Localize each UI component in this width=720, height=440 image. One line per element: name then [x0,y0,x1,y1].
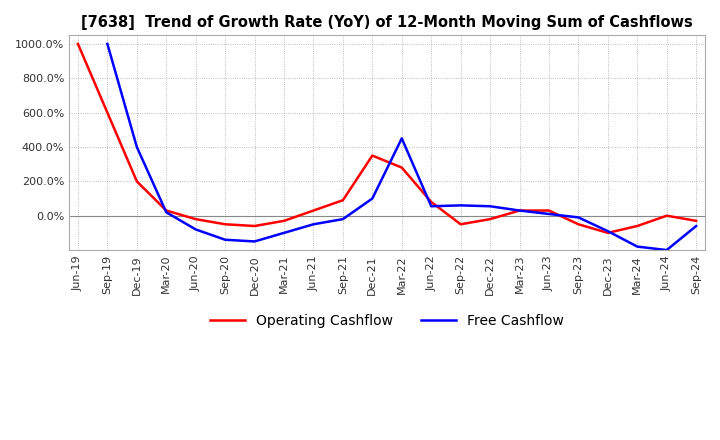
Operating Cashflow [516,208,524,213]
Operating Cashflow [309,208,318,213]
Operating Cashflow [132,179,141,184]
Operating Cashflow [662,213,671,218]
Free Cashflow [279,230,288,235]
Operating Cashflow [192,216,200,222]
Operating Cashflow [338,198,347,203]
Operating Cashflow [162,208,171,213]
Free Cashflow [544,211,553,216]
Operating Cashflow [103,110,112,115]
Free Cashflow [692,224,701,229]
Line: Operating Cashflow: Operating Cashflow [78,44,696,233]
Operating Cashflow [397,165,406,170]
Operating Cashflow [486,216,495,222]
Operating Cashflow [574,222,582,227]
Free Cashflow [574,215,582,220]
Free Cashflow [456,203,465,208]
Operating Cashflow [544,208,553,213]
Free Cashflow [103,41,112,47]
Free Cashflow [662,247,671,253]
Free Cashflow [633,244,642,249]
Operating Cashflow [427,199,436,205]
Operating Cashflow [221,222,230,227]
Operating Cashflow [603,230,612,235]
Legend: Operating Cashflow, Free Cashflow: Operating Cashflow, Free Cashflow [205,308,570,333]
Free Cashflow [427,204,436,209]
Free Cashflow [162,209,171,215]
Free Cashflow [251,239,259,244]
Free Cashflow [368,196,377,201]
Free Cashflow [486,204,495,209]
Operating Cashflow [251,224,259,229]
Free Cashflow [603,228,612,234]
Operating Cashflow [633,224,642,229]
Operating Cashflow [368,153,377,158]
Free Cashflow [397,136,406,141]
Free Cashflow [338,216,347,222]
Free Cashflow [516,208,524,213]
Free Cashflow [309,222,318,227]
Operating Cashflow [73,41,82,47]
Operating Cashflow [279,218,288,224]
Operating Cashflow [456,222,465,227]
Operating Cashflow [692,218,701,224]
Free Cashflow [221,237,230,242]
Line: Free Cashflow: Free Cashflow [107,44,696,250]
Title: [7638]  Trend of Growth Rate (YoY) of 12-Month Moving Sum of Cashflows: [7638] Trend of Growth Rate (YoY) of 12-… [81,15,693,30]
Free Cashflow [192,227,200,232]
Free Cashflow [132,144,141,150]
